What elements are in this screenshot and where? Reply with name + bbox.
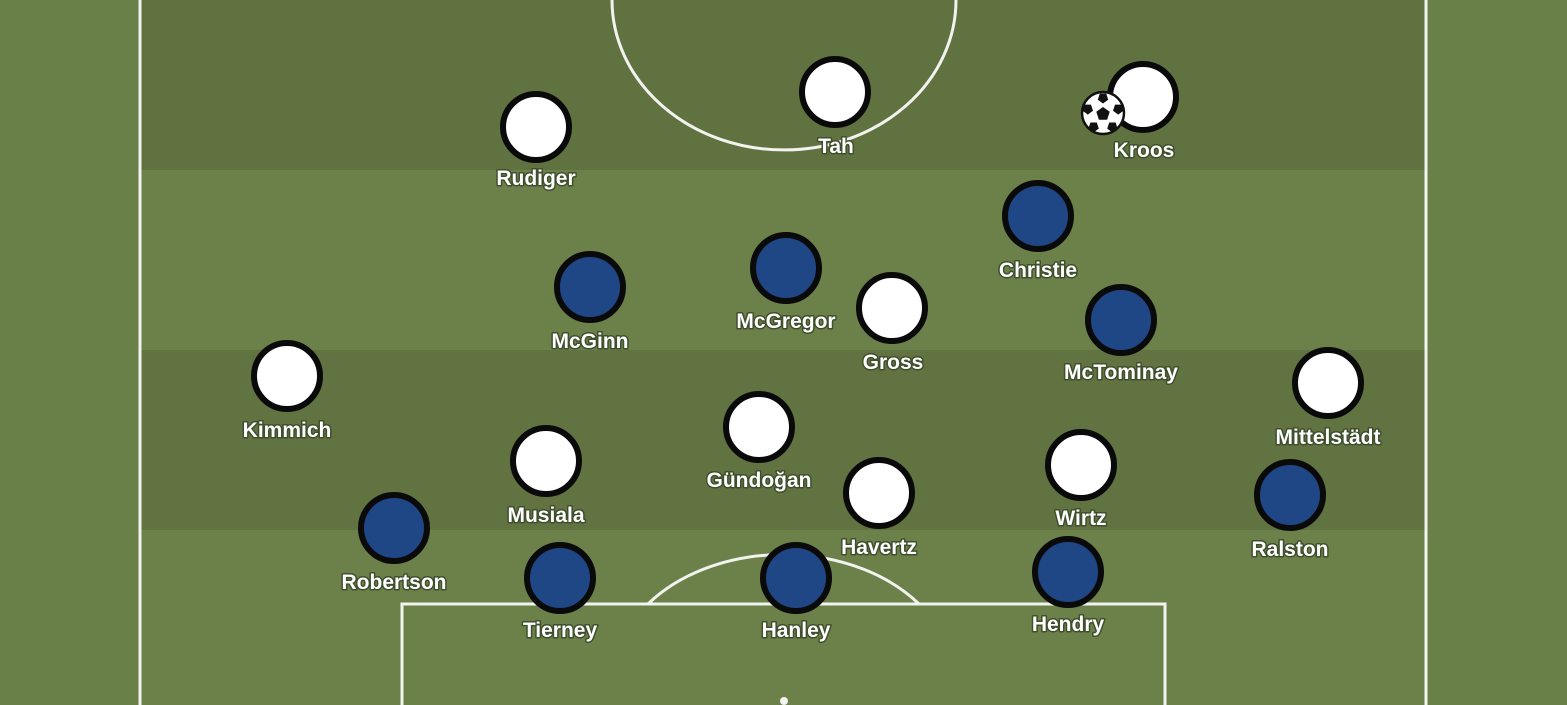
player-marker-white xyxy=(799,56,871,128)
player-name-label: Kimmich xyxy=(243,419,332,442)
player-name-label: Gross xyxy=(863,351,924,374)
player-gross: Gross xyxy=(856,272,928,376)
player-name-label: Christie xyxy=(999,259,1077,282)
player-mcgregor: McGregor xyxy=(735,232,837,335)
player-musiala: Musiala xyxy=(506,425,586,529)
player-name-label: Hanley xyxy=(762,619,831,642)
player-wirtz: Wirtz xyxy=(1045,429,1117,532)
player-mcginn: McGinn xyxy=(550,251,630,355)
player-kimmich: Kimmich xyxy=(241,340,333,444)
player-name-label: Rudiger xyxy=(496,167,575,190)
player-tierney: Tierney xyxy=(521,542,599,644)
player-christie: Christie xyxy=(997,180,1079,284)
player-name-label: Ralston xyxy=(1251,538,1328,561)
player-marker-white xyxy=(500,91,572,163)
player-gundogan: Gündoğan xyxy=(705,391,813,494)
player-name-label: Mittelstädt xyxy=(1276,426,1381,449)
player-marker-white xyxy=(843,457,915,529)
penalty-spot xyxy=(780,697,788,705)
player-robertson: Robertson xyxy=(340,492,448,596)
player-marker-blue xyxy=(1085,284,1157,356)
player-mittelstadt: Mittelstädt xyxy=(1274,347,1382,451)
grass-stripe-dark xyxy=(140,0,1427,170)
players-layer: Tah Kroos Rudiger Christie McGinn McGregor Gro… xyxy=(241,56,1382,644)
player-hendry: Hendry xyxy=(1030,536,1106,638)
player-name-label: Kroos xyxy=(1114,139,1175,162)
ball-layer xyxy=(1080,90,1126,136)
player-marker-white xyxy=(723,391,795,463)
player-marker-white xyxy=(1292,347,1364,419)
soccer-ball-icon xyxy=(1080,90,1126,136)
player-marker-blue xyxy=(750,232,822,304)
player-tah: Tah xyxy=(799,56,871,160)
player-marker-blue xyxy=(1032,536,1104,608)
player-name-label: Robertson xyxy=(342,571,447,594)
player-hanley: Hanley xyxy=(760,542,832,644)
player-mctominay: McTominay xyxy=(1063,284,1180,386)
player-name-label: Wirtz xyxy=(1055,507,1106,530)
player-name-label: Tah xyxy=(818,135,854,158)
centre-circle xyxy=(610,0,958,152)
player-name-label: Gündoğan xyxy=(707,469,812,492)
player-name-label: Hendry xyxy=(1032,613,1105,636)
player-marker-blue xyxy=(1002,180,1074,252)
player-rudiger: Rudiger xyxy=(495,91,577,192)
player-name-label: McGinn xyxy=(552,330,629,353)
player-marker-blue xyxy=(524,542,596,614)
player-marker-blue xyxy=(1254,459,1326,531)
player-marker-blue xyxy=(760,542,832,614)
player-marker-blue xyxy=(358,492,430,564)
player-name-label: Havertz xyxy=(841,536,917,559)
player-ralston: Ralston xyxy=(1250,459,1330,563)
player-name-label: McTominay xyxy=(1064,361,1178,384)
player-marker-blue xyxy=(554,251,626,323)
player-name-label: McGregor xyxy=(736,310,835,333)
player-havertz: Havertz xyxy=(840,457,918,561)
player-marker-white xyxy=(1045,429,1117,501)
player-marker-white xyxy=(510,425,582,497)
player-name-label: Musiala xyxy=(507,504,584,527)
player-name-label: Tierney xyxy=(523,619,598,642)
player-marker-white xyxy=(251,340,323,412)
player-marker-white xyxy=(856,272,928,344)
